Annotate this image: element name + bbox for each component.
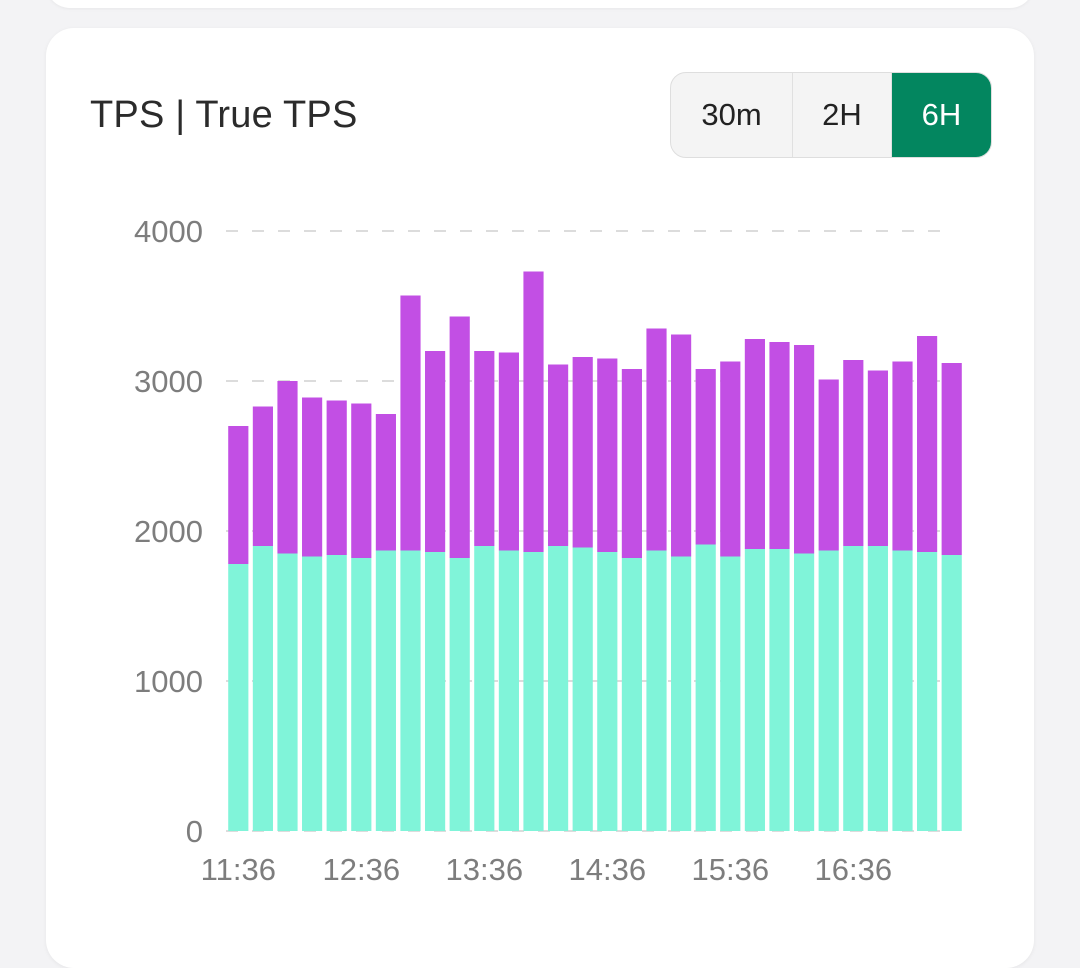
bar-series1-10[interactable] bbox=[474, 351, 495, 546]
bar-series1-17[interactable] bbox=[646, 328, 667, 551]
bar-series1-21[interactable] bbox=[744, 339, 765, 549]
bar-series1-7[interactable] bbox=[400, 295, 421, 551]
bar-series0-10[interactable] bbox=[474, 546, 495, 831]
tps-bar-chart: 0 1000 2000 3000 4000 11:36 12:36 13:36 14:36 15… bbox=[134, 214, 962, 887]
y-tick-label-1: 1000 bbox=[134, 664, 203, 699]
bar-series0-3[interactable] bbox=[302, 556, 323, 832]
bar-series0-8[interactable] bbox=[425, 552, 446, 831]
bar-series1-6[interactable] bbox=[375, 414, 396, 551]
bar-series0-22[interactable] bbox=[769, 549, 790, 831]
bar-series0-21[interactable] bbox=[744, 549, 765, 831]
bar-series0-18[interactable] bbox=[671, 556, 692, 832]
bar-series1-25[interactable] bbox=[843, 360, 864, 546]
x-tick-label-0: 11:36 bbox=[201, 852, 276, 887]
bar-series0-0[interactable] bbox=[228, 564, 249, 831]
bar-series0-27[interactable] bbox=[892, 550, 913, 832]
bar-series1-20[interactable] bbox=[720, 361, 741, 557]
bar-series0-11[interactable] bbox=[498, 550, 519, 832]
bar-series1-22[interactable] bbox=[769, 342, 790, 549]
bar-series0-13[interactable] bbox=[548, 546, 569, 831]
bar-series0-28[interactable] bbox=[917, 552, 938, 831]
bar-series0-7[interactable] bbox=[400, 550, 421, 832]
bar-series1-15[interactable] bbox=[597, 358, 618, 553]
bar-series1-12[interactable] bbox=[523, 271, 544, 553]
bar-series1-18[interactable] bbox=[671, 334, 692, 557]
bar-series1-1[interactable] bbox=[252, 406, 273, 547]
bar-series0-9[interactable] bbox=[449, 558, 470, 831]
x-axis: 11:36 12:36 13:36 14:36 15:36 16:36 bbox=[201, 852, 892, 887]
bars bbox=[228, 271, 962, 832]
y-tick-label-4: 4000 bbox=[134, 214, 203, 249]
x-tick-label-4: 15:36 bbox=[692, 852, 770, 887]
bar-series0-29[interactable] bbox=[941, 555, 962, 831]
bar-series1-4[interactable] bbox=[326, 400, 347, 556]
bar-series0-14[interactable] bbox=[572, 547, 593, 832]
bar-series1-8[interactable] bbox=[425, 351, 446, 552]
bar-series1-3[interactable] bbox=[302, 397, 323, 557]
bar-series1-28[interactable] bbox=[917, 336, 938, 552]
bar-series1-14[interactable] bbox=[572, 357, 593, 548]
bar-series1-0[interactable] bbox=[228, 426, 249, 564]
x-tick-label-1: 12:36 bbox=[323, 852, 401, 887]
bar-series0-5[interactable] bbox=[351, 558, 372, 831]
x-tick-label-5: 16:36 bbox=[815, 852, 893, 887]
y-tick-label-2: 2000 bbox=[134, 514, 203, 549]
range-button-6h[interactable]: 6H bbox=[892, 73, 991, 157]
bar-series0-6[interactable] bbox=[375, 550, 396, 832]
bar-series1-24[interactable] bbox=[818, 379, 839, 551]
bar-series1-26[interactable] bbox=[867, 370, 888, 547]
bar-series0-19[interactable] bbox=[695, 544, 716, 832]
bar-series1-27[interactable] bbox=[892, 361, 913, 551]
card-title: TPS | True TPS bbox=[90, 94, 358, 136]
bar-series0-12[interactable] bbox=[523, 552, 544, 831]
bar-series0-17[interactable] bbox=[646, 550, 667, 832]
range-button-30m[interactable]: 30m bbox=[671, 73, 793, 157]
bar-series0-4[interactable] bbox=[326, 555, 347, 831]
bar-series0-2[interactable] bbox=[277, 553, 298, 832]
previous-card-edge bbox=[46, 0, 1034, 8]
bar-series0-16[interactable] bbox=[621, 558, 642, 831]
bar-series0-25[interactable] bbox=[843, 546, 864, 831]
range-button-2h[interactable]: 2H bbox=[793, 73, 892, 157]
bar-series0-24[interactable] bbox=[818, 550, 839, 832]
bar-series1-13[interactable] bbox=[548, 364, 569, 547]
bar-series0-1[interactable] bbox=[252, 546, 273, 831]
bar-series1-19[interactable] bbox=[695, 369, 716, 545]
time-range-selector: 30m 2H 6H bbox=[670, 72, 992, 158]
bar-series1-11[interactable] bbox=[498, 352, 519, 551]
y-tick-label-3: 3000 bbox=[134, 364, 203, 399]
bar-series1-5[interactable] bbox=[351, 403, 372, 559]
bar-series0-15[interactable] bbox=[597, 552, 618, 831]
bar-series1-29[interactable] bbox=[941, 363, 962, 555]
x-tick-label-2: 13:36 bbox=[446, 852, 524, 887]
bar-series1-2[interactable] bbox=[277, 381, 298, 554]
bar-series1-23[interactable] bbox=[794, 345, 815, 554]
bar-series0-23[interactable] bbox=[794, 553, 815, 832]
bar-series0-20[interactable] bbox=[720, 556, 741, 832]
y-axis: 0 1000 2000 3000 4000 bbox=[134, 214, 203, 849]
bar-series0-26[interactable] bbox=[867, 546, 888, 831]
bar-series1-16[interactable] bbox=[621, 369, 642, 558]
x-tick-label-3: 14:36 bbox=[569, 852, 647, 887]
y-tick-label-0: 0 bbox=[186, 814, 203, 849]
bar-series1-9[interactable] bbox=[449, 316, 470, 559]
